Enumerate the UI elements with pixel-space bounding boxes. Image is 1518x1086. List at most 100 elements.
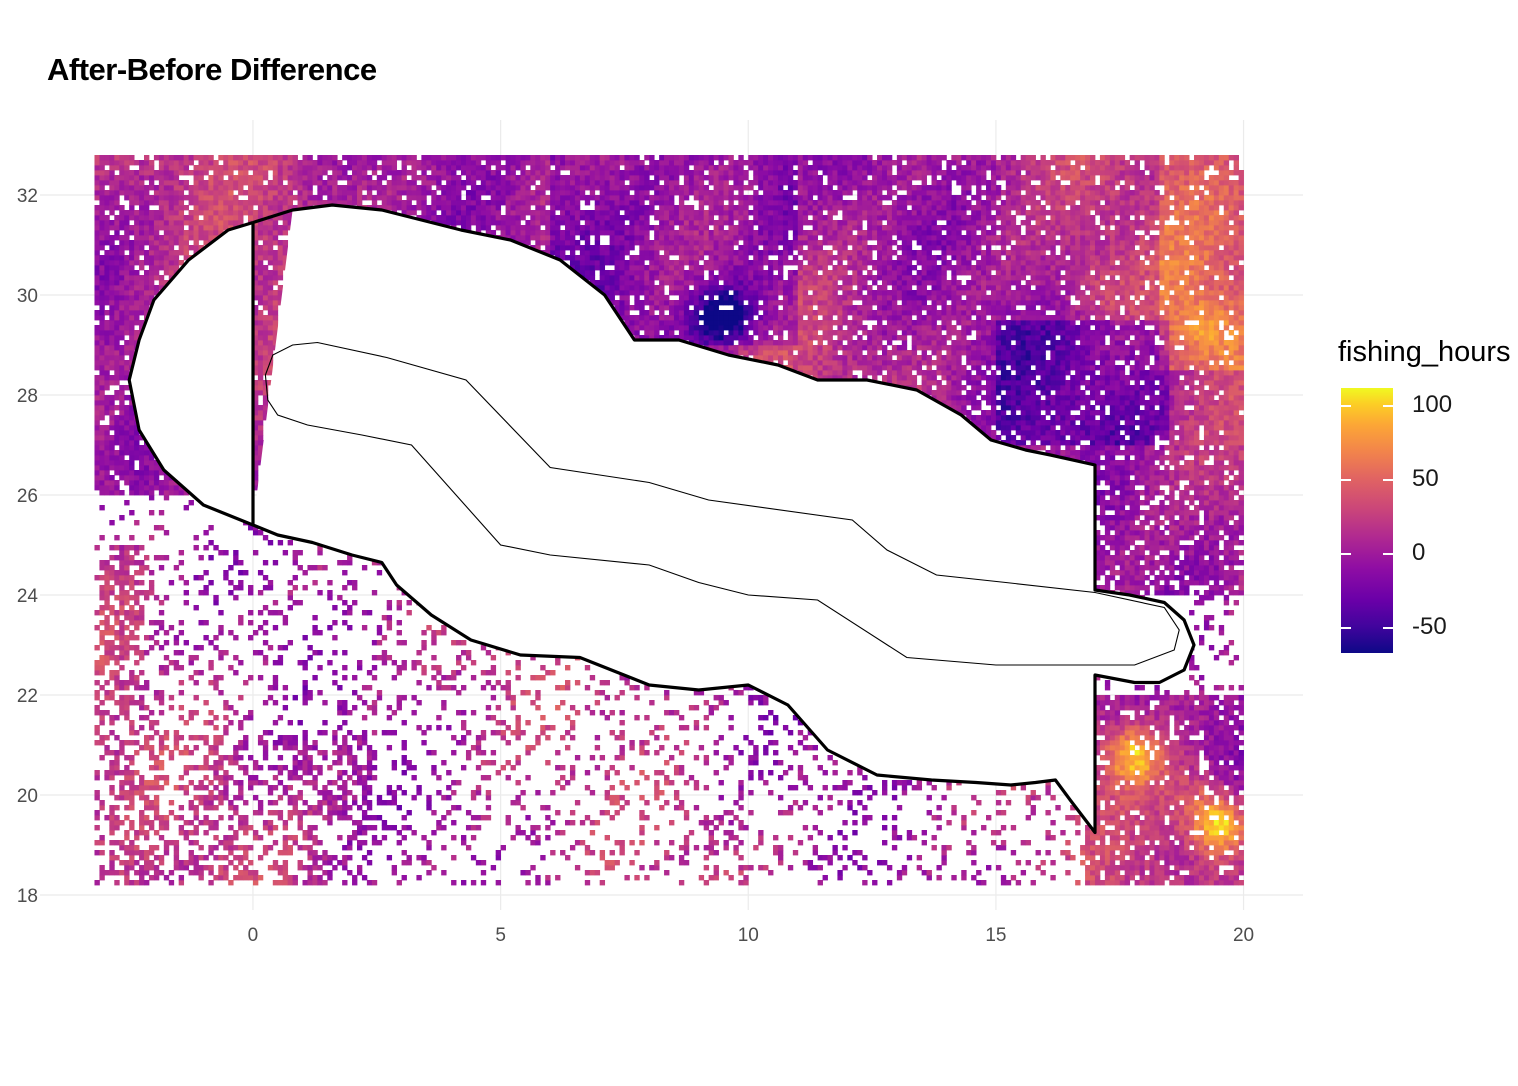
- heatmap-cell: [114, 195, 120, 201]
- heatmap-cell: [114, 635, 120, 641]
- heatmap-cell: [347, 840, 353, 846]
- heatmap-cell: [332, 735, 338, 741]
- heatmap-cell: [634, 165, 640, 171]
- heatmap-cell: [540, 180, 546, 186]
- heatmap-cell: [257, 320, 264, 326]
- heatmap-cell: [119, 155, 125, 161]
- heatmap-cell: [94, 465, 100, 471]
- heatmap-cell: [238, 585, 244, 591]
- heatmap-cell: [243, 830, 249, 836]
- heatmap-cell: [287, 785, 293, 791]
- heatmap-cell: [148, 635, 155, 641]
- heatmap-cell: [565, 160, 571, 166]
- heatmap-cell: [243, 175, 249, 181]
- heatmap-cell: [208, 555, 214, 561]
- heatmap-cell: [669, 245, 675, 251]
- heatmap-cell: [139, 215, 145, 221]
- heatmap-cell: [198, 155, 204, 161]
- heatmap-cell: [228, 825, 234, 831]
- heatmap-cell: [594, 175, 601, 181]
- heatmap-cell: [203, 805, 209, 811]
- heatmap-cell: [282, 860, 289, 866]
- heatmap-cell: [228, 580, 234, 586]
- heatmap-cell: [584, 160, 591, 166]
- heatmap-cell: [163, 170, 170, 176]
- heatmap-cell: [550, 180, 556, 186]
- heatmap-cell: [148, 645, 155, 651]
- heatmap-cell: [287, 165, 293, 171]
- heatmap-cell: [500, 195, 506, 201]
- heatmap-cell: [500, 765, 506, 771]
- heatmap-cell: [119, 610, 125, 616]
- heatmap-cell: [193, 165, 199, 171]
- heatmap-cell: [114, 735, 120, 741]
- heatmap-cell: [104, 575, 110, 581]
- heatmap-cell: [574, 200, 581, 206]
- heatmap-cell: [461, 735, 467, 741]
- heatmap-cell: [490, 730, 497, 736]
- heatmap-cell: [109, 690, 115, 696]
- heatmap-cell: [342, 795, 348, 801]
- heatmap-cell: [104, 215, 110, 221]
- heatmap-cell: [312, 565, 318, 571]
- heatmap-cell: [599, 850, 606, 856]
- heatmap-cell: [565, 175, 571, 181]
- heatmap-cell: [262, 285, 269, 291]
- heatmap-cell: [213, 180, 219, 186]
- heatmap-cell: [134, 255, 140, 261]
- heatmap-cell: [654, 865, 660, 871]
- heatmap-cell: [401, 760, 407, 766]
- heatmap-cell: [669, 840, 675, 846]
- heatmap-cell: [94, 205, 100, 211]
- heatmap-cell: [332, 170, 338, 176]
- heatmap-cell: [535, 175, 541, 181]
- heatmap-cell: [129, 795, 135, 801]
- heatmap-cell: [594, 240, 601, 246]
- heatmap-cell: [535, 245, 541, 251]
- heatmap-cell: [243, 850, 249, 856]
- heatmap-cell: [490, 750, 497, 756]
- heatmap-cell: [114, 310, 120, 316]
- heatmap-cell: [99, 360, 105, 366]
- heatmap-cell: [129, 775, 135, 781]
- heatmap-cell: [634, 330, 640, 336]
- heatmap-cell: [277, 285, 284, 291]
- heatmap-cell: [614, 270, 620, 276]
- heatmap-cell: [153, 235, 160, 241]
- heatmap-cell: [252, 650, 259, 656]
- heatmap-cell: [342, 880, 348, 886]
- heatmap-cell: [569, 725, 576, 731]
- heatmap-cell: [134, 475, 140, 481]
- heatmap-cell: [188, 235, 194, 241]
- heatmap-cell: [252, 240, 259, 246]
- heatmap-cell: [609, 800, 615, 806]
- heatmap-cell: [609, 220, 615, 226]
- heatmap-cell: [257, 375, 264, 381]
- heatmap-cell: [277, 225, 284, 231]
- heatmap-cell: [148, 710, 155, 716]
- heatmap-cell: [352, 835, 358, 841]
- heatmap-cell: [361, 800, 368, 806]
- heatmap-cell: [565, 255, 571, 261]
- heatmap-cell: [213, 855, 219, 861]
- heatmap-cell: [475, 200, 482, 206]
- heatmap-cell: [485, 185, 492, 191]
- heatmap-cell: [619, 690, 625, 696]
- heatmap-cell: [560, 180, 566, 186]
- heatmap-cell: [168, 230, 175, 236]
- heatmap-cell: [252, 260, 259, 266]
- heatmap-cell: [673, 795, 680, 801]
- heatmap-cell: [99, 155, 105, 161]
- heatmap-cell: [252, 195, 259, 201]
- heatmap-cell: [223, 795, 229, 801]
- heatmap-cell: [614, 170, 620, 176]
- heatmap-cell: [109, 765, 115, 771]
- heatmap-cell: [193, 805, 199, 811]
- heatmap-cell: [114, 390, 120, 396]
- heatmap-cell: [569, 155, 576, 161]
- heatmap-cell: [282, 875, 289, 881]
- heatmap-cell: [114, 755, 120, 761]
- heatmap-cell: [639, 305, 645, 311]
- heatmap-cell: [426, 840, 432, 846]
- heatmap-cell: [366, 670, 373, 676]
